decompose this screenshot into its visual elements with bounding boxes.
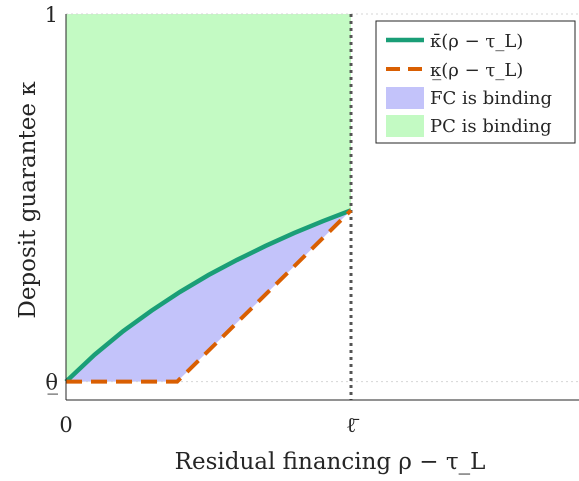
y-axis-label: Deposit guarantee κ xyxy=(15,81,41,319)
kappa-bar-series-line xyxy=(64,208,352,384)
legend-label-kappa-bar: κ̄(ρ − τ_L) xyxy=(430,31,523,52)
pc-binding-region xyxy=(66,14,351,382)
legend-swatch-pc-region xyxy=(386,115,424,137)
x-tick-label: 0 xyxy=(59,413,72,437)
legend: κ̄(ρ − τ_L) κ̲(ρ − τ_L) FC is binding PC… xyxy=(375,20,576,144)
fc-binding-region xyxy=(66,210,351,382)
plot-area xyxy=(64,13,579,400)
kappa-underbar-series-line xyxy=(66,208,353,384)
axes xyxy=(65,14,579,401)
y-tick-label: θ̲ xyxy=(45,371,58,395)
legend-swatch-fc-region xyxy=(386,87,424,109)
y-tick-label: 1 xyxy=(45,3,58,27)
legend-label-fc-region: FC is binding xyxy=(430,88,552,109)
x-tick-label: ℓ̄ xyxy=(346,413,360,437)
x-axis-label: Residual financing ρ − τ_L xyxy=(175,449,486,475)
legend-label-kappa-underbar: κ̲(ρ − τ_L) xyxy=(430,60,523,81)
legend-label-pc-region: PC is binding xyxy=(430,116,552,137)
